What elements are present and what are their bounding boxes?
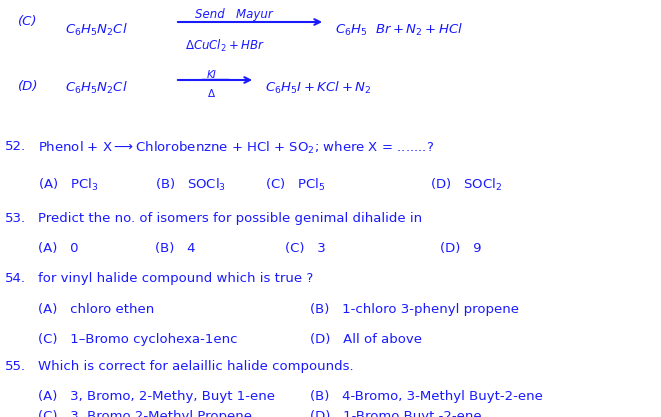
Text: Send   Mayur: Send Mayur	[195, 8, 273, 21]
Text: (D)   SOCl$_2$: (D) SOCl$_2$	[430, 177, 502, 193]
Text: $C_6H_5I + KCl + N_2$: $C_6H_5I + KCl + N_2$	[265, 80, 371, 96]
Text: KI: KI	[207, 70, 217, 80]
Text: (B)   4-Bromo, 3-Methyl Buyt-2-ene: (B) 4-Bromo, 3-Methyl Buyt-2-ene	[310, 390, 543, 403]
Text: $\Delta CuCl_2 + HBr$: $\Delta CuCl_2 + HBr$	[185, 38, 264, 54]
Text: (C)   PCl$_5$: (C) PCl$_5$	[265, 177, 325, 193]
Text: $C_6H_5N_2Cl$: $C_6H_5N_2Cl$	[65, 80, 128, 96]
Text: (C)   1–Bromo cyclohexa-1enc: (C) 1–Bromo cyclohexa-1enc	[38, 333, 237, 346]
Text: $\Delta$: $\Delta$	[207, 87, 216, 99]
Text: (A)   0: (A) 0	[38, 242, 79, 255]
Text: (C): (C)	[18, 15, 38, 28]
Text: $C_6H_5N_2Cl$: $C_6H_5N_2Cl$	[65, 22, 128, 38]
Text: Which is correct for aelaillic halide compounds.: Which is correct for aelaillic halide co…	[38, 360, 354, 373]
Text: (C)   3: (C) 3	[285, 242, 326, 255]
Text: $C_6H_5$  $Br + N_2 + HCl$: $C_6H_5$ $Br + N_2 + HCl$	[335, 22, 463, 38]
Text: (D)   1-Bromo Buyt -2-ene.: (D) 1-Bromo Buyt -2-ene.	[310, 410, 486, 417]
Text: (D)   9: (D) 9	[440, 242, 481, 255]
Text: (B)   SOCl$_3$: (B) SOCl$_3$	[155, 177, 226, 193]
Text: (B)   4: (B) 4	[155, 242, 196, 255]
Text: (D): (D)	[18, 80, 38, 93]
Text: (D)   All of above: (D) All of above	[310, 333, 422, 346]
Text: (A)   PCl$_3$: (A) PCl$_3$	[38, 177, 98, 193]
Text: (A)   chloro ethen: (A) chloro ethen	[38, 303, 154, 316]
Text: 52.: 52.	[5, 140, 26, 153]
Text: (C)   3, Bromo 2-Methyl Propene: (C) 3, Bromo 2-Methyl Propene	[38, 410, 252, 417]
Text: (A)   3, Bromo, 2-Methy, Buyt 1-ene: (A) 3, Bromo, 2-Methy, Buyt 1-ene	[38, 390, 275, 403]
Text: 55.: 55.	[5, 360, 26, 373]
Text: Phenol $+$ X$\longrightarrow$Chlorobenzne $+$ HCl $+$ SO$_2$; where X = .......?: Phenol $+$ X$\longrightarrow$Chlorobenzn…	[38, 140, 434, 156]
Text: 54.: 54.	[5, 272, 26, 285]
Text: Predict the no. of isomers for possible genimal dihalide in: Predict the no. of isomers for possible …	[38, 212, 422, 225]
Text: 53.: 53.	[5, 212, 26, 225]
Text: (B)   1-chloro 3-phenyl propene: (B) 1-chloro 3-phenyl propene	[310, 303, 519, 316]
Text: for vinyl halide compound which is true ?: for vinyl halide compound which is true …	[38, 272, 313, 285]
